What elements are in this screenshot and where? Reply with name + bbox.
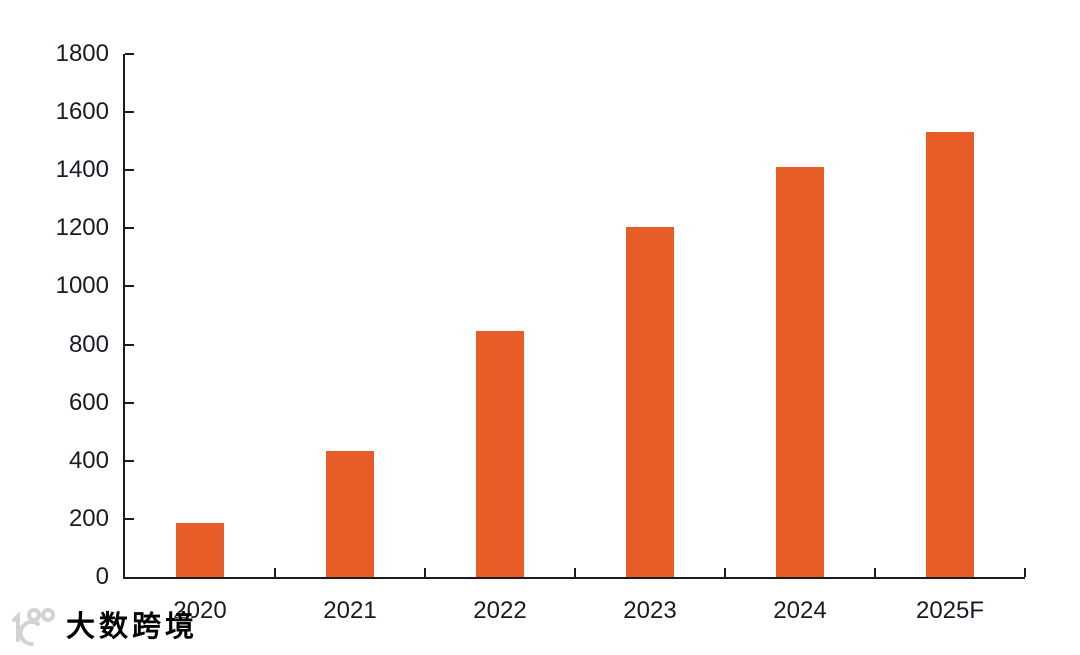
y-axis-label-1000: 1000 [55, 272, 109, 300]
y-tick-1000 [125, 285, 134, 288]
bar-2025F [926, 132, 974, 577]
y-axis-label-1600: 1600 [55, 98, 109, 126]
y-axis-label-1200: 1200 [55, 214, 109, 242]
y-tick-1400 [125, 169, 134, 172]
x-tick-6 [1024, 568, 1026, 577]
watermark: 大数跨境 [8, 606, 198, 648]
bar-2023 [626, 226, 674, 577]
x-tick-4 [724, 568, 726, 577]
y-tick-800 [125, 343, 134, 346]
y-tick-200 [125, 517, 134, 520]
y-axis-label-1400: 1400 [55, 156, 109, 184]
bar-2024 [776, 167, 824, 577]
watermark-100-logo-icon [12, 608, 55, 647]
x-tick-1 [274, 568, 276, 577]
x-axis-label-2021: 2021 [323, 597, 377, 624]
bar-2021 [326, 450, 374, 577]
plot-area: 0 200 400 600 800 1000 1200 1400 1600 1800 2020 20… [56, 42, 1026, 623]
y-tick-600 [125, 401, 134, 404]
y-axis-label-200: 200 [68, 504, 109, 532]
x-axis-label-2023: 2023 [623, 597, 677, 624]
y-tick-1600 [125, 111, 134, 114]
y-axis-label-0: 0 [95, 563, 109, 590]
y-tick-1800 [125, 53, 134, 55]
y-tick-1200 [125, 227, 134, 230]
x-tick-2 [424, 568, 426, 577]
y-axis-label-600: 600 [68, 388, 109, 416]
bar-2022 [476, 331, 524, 577]
y-axis-label-800: 800 [68, 330, 109, 358]
bar-2020 [176, 523, 224, 577]
x-tick-5 [874, 568, 876, 577]
x-tick-3 [574, 568, 576, 577]
x-axis-label-2024: 2024 [773, 597, 827, 624]
x-axis-label-2022: 2022 [473, 597, 527, 624]
x-axis-label-2025F: 2025F [915, 597, 985, 624]
y-tick-400 [125, 459, 134, 462]
x-axis-label-2020: 2020 [173, 597, 227, 624]
watermark-text: 大数跨境 [66, 610, 199, 643]
y-axis-label-1800: 1800 [55, 40, 109, 67]
y-axis-label-400: 400 [68, 446, 109, 474]
